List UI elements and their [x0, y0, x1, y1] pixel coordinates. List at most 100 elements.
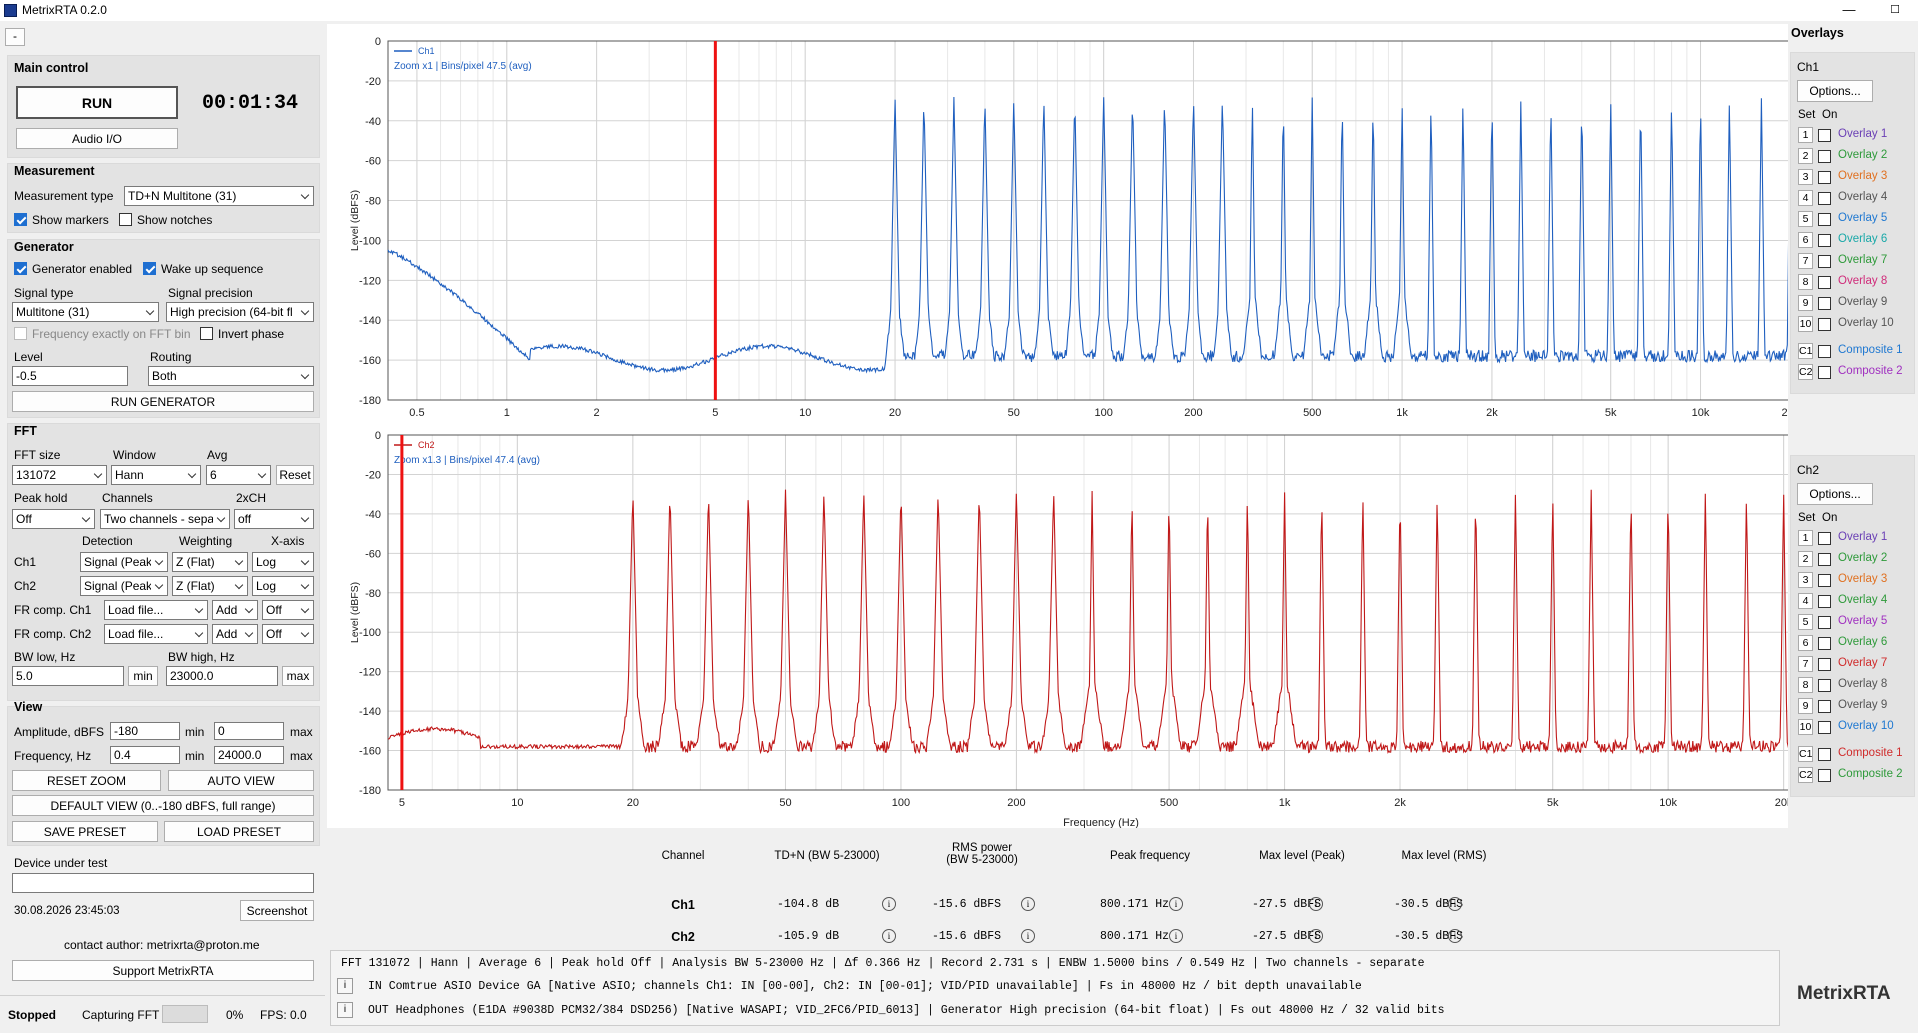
ch2-xaxis-select[interactable]: Log — [252, 576, 314, 596]
maximize-button[interactable]: ☐ — [1890, 4, 1900, 16]
ch2-composite-checkbox-c1[interactable] — [1818, 748, 1831, 761]
bw-low-input[interactable]: 5.0 — [12, 666, 124, 686]
bw-high-input[interactable]: 23000.0 — [166, 666, 278, 686]
ch2-overlay-checkbox-3[interactable] — [1818, 574, 1831, 587]
fft-size-select[interactable]: 131072 — [12, 465, 107, 485]
ch1-overlay-checkbox-6[interactable] — [1818, 234, 1831, 247]
ch1-overlay-set-button-6[interactable]: 6 — [1798, 232, 1813, 248]
restore-button[interactable] — [1826, 0, 1872, 21]
minimize-button[interactable]: — — [1842, 2, 1856, 17]
amplitude-min-input[interactable]: -180 — [110, 722, 180, 740]
ch1-xaxis-select[interactable]: Log — [252, 552, 314, 572]
ch2-overlay-checkbox-7[interactable] — [1818, 658, 1831, 671]
frequency-min-input[interactable]: 0.4 — [110, 746, 180, 764]
ch2-weighting-select[interactable]: Z (Flat) — [172, 576, 248, 596]
2xch-select[interactable]: off — [234, 509, 314, 529]
show-notches-checkbox[interactable] — [119, 213, 132, 226]
ch1-overlay-set-button-8[interactable]: 8 — [1798, 274, 1813, 290]
ch1-overlay-checkbox-3[interactable] — [1818, 171, 1831, 184]
ch2-overlay-set-button-8[interactable]: 8 — [1798, 677, 1813, 693]
ch2-spectrum-chart[interactable]: 0 -20 -40 -60 -80 -100 -120 -140 -160 -180 5 10 20 50… — [327, 424, 1788, 828]
support-button[interactable]: Support MetrixRTA — [12, 960, 314, 981]
avg-select[interactable]: 6 — [206, 465, 271, 485]
stats-info-icon[interactable]: i — [1309, 897, 1323, 911]
stats-info-icon[interactable]: i — [1169, 929, 1183, 943]
ch1-overlay-checkbox-1[interactable] — [1818, 129, 1831, 142]
info-out-icon[interactable]: i — [337, 1002, 353, 1018]
frcomp-ch2-file-select[interactable]: Load file... — [104, 624, 208, 644]
ch1-overlay-set-button-3[interactable]: 3 — [1798, 169, 1813, 185]
frcomp-ch1-file-select[interactable]: Load file... — [104, 600, 208, 620]
ch2-overlay-set-button-2[interactable]: 2 — [1798, 551, 1813, 567]
ch2-composite-checkbox-c2[interactable] — [1818, 769, 1831, 782]
signal-type-select[interactable]: Multitone (31) — [12, 302, 159, 322]
stats-info-icon[interactable]: i — [882, 897, 896, 911]
ch1-composite-checkbox-c2[interactable] — [1818, 366, 1831, 379]
stats-info-icon[interactable]: i — [1021, 897, 1035, 911]
audio-io-button[interactable]: Audio I/O — [16, 128, 178, 149]
screenshot-button[interactable]: Screenshot — [240, 900, 314, 921]
ch1-overlay-checkbox-5[interactable] — [1818, 213, 1831, 226]
close-button[interactable] — [1876, 0, 1918, 21]
ch1-overlay-set-button-7[interactable]: 7 — [1798, 253, 1813, 269]
ch2-overlay-set-button-10[interactable]: 10 — [1798, 719, 1813, 735]
ch2-overlay-set-button-5[interactable]: 5 — [1798, 614, 1813, 630]
amplitude-max-input[interactable]: 0 — [214, 722, 284, 740]
device-under-test-input[interactable] — [12, 873, 314, 893]
stats-info-icon[interactable]: i — [1309, 929, 1323, 943]
ch1-overlay-checkbox-7[interactable] — [1818, 255, 1831, 268]
ch1-overlay-checkbox-10[interactable] — [1818, 318, 1831, 331]
ch2-detection-select[interactable]: Signal (Peak) — [80, 576, 168, 596]
ch1-overlay-set-button-5[interactable]: 5 — [1798, 211, 1813, 227]
ch1-overlay-checkbox-4[interactable] — [1818, 192, 1831, 205]
ch2-overlay-checkbox-5[interactable] — [1818, 616, 1831, 629]
measurement-type-select[interactable]: TD+N Multitone (31) — [124, 186, 314, 206]
ch2-overlay-set-button-7[interactable]: 7 — [1798, 656, 1813, 672]
show-markers-checkbox[interactable] — [14, 213, 27, 226]
collapse-button[interactable]: - — [5, 28, 25, 46]
ch1-composite-checkbox-c1[interactable] — [1818, 345, 1831, 358]
ch2-overlay-set-button-1[interactable]: 1 — [1798, 530, 1813, 546]
stats-info-icon[interactable]: i — [1021, 929, 1035, 943]
channels-select[interactable]: Two channels - sepa — [100, 509, 230, 529]
ch1-overlay-set-button-2[interactable]: 2 — [1798, 148, 1813, 164]
reset-zoom-button[interactable]: RESET ZOOM — [12, 770, 161, 791]
ch2-overlay-set-button-3[interactable]: 3 — [1798, 572, 1813, 588]
frcomp-ch2-add-select[interactable]: Add — [212, 624, 258, 644]
ch1-spectrum-chart[interactable]: 0 -20 -40 -60 -80 -100 -120 -140 -160 -180 0.5 1 2 5 1… — [327, 24, 1788, 424]
overlays-ch1-options-button[interactable]: Options... — [1797, 80, 1873, 102]
ch1-overlay-checkbox-9[interactable] — [1818, 297, 1831, 310]
stats-info-icon[interactable]: i — [1448, 897, 1462, 911]
window-select[interactable]: Hann — [111, 465, 201, 485]
run-generator-button[interactable]: RUN GENERATOR — [12, 391, 314, 412]
level-input[interactable]: -0.5 — [12, 366, 128, 386]
ch1-overlay-set-button-9[interactable]: 9 — [1798, 295, 1813, 311]
ch1-overlay-checkbox-8[interactable] — [1818, 276, 1831, 289]
save-preset-button[interactable]: SAVE PRESET — [12, 821, 158, 842]
freq-exact-checkbox[interactable] — [14, 327, 27, 340]
ch2-overlay-checkbox-1[interactable] — [1818, 532, 1831, 545]
ch2-composite-set-button-c1[interactable]: C1 — [1798, 746, 1813, 762]
ch1-overlay-set-button-1[interactable]: 1 — [1798, 127, 1813, 143]
wake-up-checkbox[interactable] — [143, 262, 156, 275]
stats-info-icon[interactable]: i — [882, 929, 896, 943]
frcomp-ch1-add-select[interactable]: Add — [212, 600, 258, 620]
bw-high-max-button[interactable]: max — [282, 666, 314, 686]
ch2-overlay-checkbox-10[interactable] — [1818, 721, 1831, 734]
ch2-overlay-checkbox-2[interactable] — [1818, 553, 1831, 566]
ch1-overlay-set-button-10[interactable]: 10 — [1798, 316, 1813, 332]
routing-select[interactable]: Both — [148, 366, 314, 386]
signal-precision-select[interactable]: High precision (64-bit fl — [166, 302, 314, 322]
ch1-weighting-select[interactable]: Z (Flat) — [172, 552, 248, 572]
bw-low-min-button[interactable]: min — [128, 666, 158, 686]
ch2-overlay-checkbox-4[interactable] — [1818, 595, 1831, 608]
ch2-overlay-set-button-6[interactable]: 6 — [1798, 635, 1813, 651]
run-button[interactable]: RUN — [16, 86, 178, 119]
ch2-overlay-set-button-9[interactable]: 9 — [1798, 698, 1813, 714]
generator-enabled-checkbox[interactable] — [14, 262, 27, 275]
auto-view-button[interactable]: AUTO VIEW — [168, 770, 314, 791]
ch2-overlay-checkbox-6[interactable] — [1818, 637, 1831, 650]
reset-avg-button[interactable]: Reset — [276, 465, 314, 485]
peak-hold-select[interactable]: Off — [12, 509, 95, 529]
invert-phase-checkbox[interactable] — [200, 327, 213, 340]
